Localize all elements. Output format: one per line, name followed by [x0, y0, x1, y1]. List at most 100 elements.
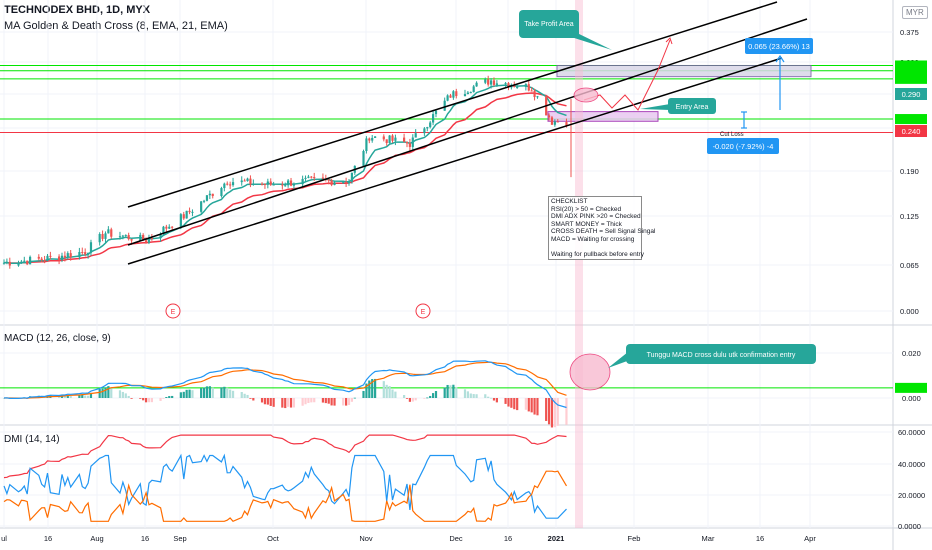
macd-histogram-bar [179, 392, 182, 398]
candle-body [556, 121, 559, 123]
candle-body [313, 176, 316, 178]
macd-histogram-bar [89, 392, 93, 398]
checklist-line [551, 243, 639, 251]
candle-body [243, 180, 246, 182]
macd-tick-label: 0.000 [902, 394, 921, 403]
candle-body [69, 253, 72, 258]
candle-body [513, 85, 516, 88]
macd-histogram-bar [374, 378, 377, 398]
candle-body [333, 182, 336, 186]
macd-histogram-bar [463, 389, 467, 398]
entry-callout-tail [640, 104, 670, 110]
candle-body [272, 184, 275, 186]
macd-histogram-bar [81, 394, 84, 398]
macd-histogram-bar [168, 396, 171, 398]
macd-histogram-bar [469, 393, 472, 398]
candle-body [147, 238, 151, 243]
macd-histogram-bar [452, 384, 455, 398]
macd-histogram-bar [86, 395, 90, 398]
macd-histogram-bar [382, 381, 385, 398]
macd-histogram-bar [69, 395, 72, 398]
macd-note-callout [626, 344, 816, 364]
checklist-note[interactable]: CHECKLIST RSI(20) > 50 = Checked DMI ADX P… [548, 196, 655, 260]
checklist-line: DMI ADX PINK >20 = Checked [551, 213, 641, 220]
checklist-line: SMART MONEY = Thick [551, 220, 622, 228]
macd-histogram-bar [287, 398, 290, 407]
candle-body [49, 255, 52, 257]
take-profit-zone [556, 64, 812, 78]
candle-body [408, 143, 411, 147]
macd-histogram-bar [159, 398, 162, 401]
candle-body [37, 256, 40, 259]
candle-body [252, 183, 255, 185]
candle-body [533, 90, 536, 98]
macd-histogram-bar [121, 391, 124, 398]
macd-histogram-bar [240, 392, 243, 398]
macd-histogram-bar [516, 398, 519, 411]
candle-body [345, 182, 348, 184]
macd-histogram-bar [553, 398, 556, 428]
indicator-label: MA Golden & Death Cross (8, EMA, 21, EMA… [4, 20, 228, 32]
macd-histogram-bar [107, 386, 110, 398]
candle-body [130, 239, 133, 241]
macd-histogram-bar [231, 390, 235, 398]
macd-histogram-bar [455, 387, 458, 398]
candle-body [26, 260, 29, 265]
macd-histogram-bar [333, 398, 336, 406]
macd-histogram-bar [101, 388, 104, 398]
macd-histogram-bar [142, 398, 145, 401]
dmi-label[interactable]: DMI (14, 14) [4, 434, 60, 445]
macd-histogram-bar [243, 393, 246, 398]
currency-label[interactable]: MYR [902, 6, 928, 19]
candle-body [171, 226, 174, 228]
candle-body [266, 181, 269, 185]
candle-body [394, 137, 397, 141]
target-measure-label: 0.065 (23.66%) 13 [748, 42, 810, 51]
price-badge-label: 0.240 [902, 127, 921, 136]
candle-body [547, 115, 551, 118]
level-lines [0, 64, 893, 389]
candle-body [443, 100, 446, 111]
projection-arrow-head [665, 37, 673, 45]
channel-middle-line [127, 18, 808, 246]
candle-body [426, 127, 429, 129]
candle-body [350, 172, 354, 182]
dmi-tick-label: 0.0000 [898, 522, 921, 531]
indicator-legend[interactable]: MA Golden & Death Cross (8, EMA, 21, EMA… [4, 20, 228, 32]
macd-label[interactable]: MACD (12, 26, close, 9) [4, 333, 111, 344]
take-profit-callout [519, 10, 579, 38]
candle-body [455, 91, 458, 97]
macd-histogram-bar [104, 387, 107, 398]
time-tick-label: Aug [90, 534, 103, 543]
chart-header: TECHNODEX BHD, 1D, MYX [4, 4, 150, 16]
level-badge [895, 73, 927, 84]
candle-body [43, 259, 46, 261]
event-marker-icon [415, 303, 431, 319]
macd-histogram-bar [263, 398, 267, 405]
candle-body [388, 135, 391, 144]
level-badge [895, 114, 927, 125]
candle-body [368, 138, 371, 141]
symbol-title[interactable]: TECHNODEX BHD, 1D, MYX [4, 4, 151, 16]
macd-signal-line [4, 361, 567, 399]
candle-body [179, 214, 182, 228]
macd-histogram-bar [365, 383, 368, 398]
macd-histogram-bar [220, 387, 223, 398]
macd-histogram-bar [304, 398, 307, 405]
macd-histogram-bar [223, 386, 226, 398]
level-badge [895, 60, 927, 71]
take-profit-label: Take Profit Area [524, 21, 574, 28]
macd-histogram-bar [127, 395, 130, 398]
projection-path [583, 39, 671, 111]
di-plus-line [3, 453, 567, 519]
macd-histogram-bar [434, 391, 438, 398]
candles [2, 75, 572, 269]
macd-histogram-bar [200, 388, 203, 398]
candle-body [8, 261, 11, 266]
candle-body [263, 184, 267, 186]
candle-body [504, 83, 507, 85]
candle-body [208, 193, 211, 196]
macd-histogram-bar [466, 391, 469, 398]
macd-histogram-bar [66, 395, 69, 398]
